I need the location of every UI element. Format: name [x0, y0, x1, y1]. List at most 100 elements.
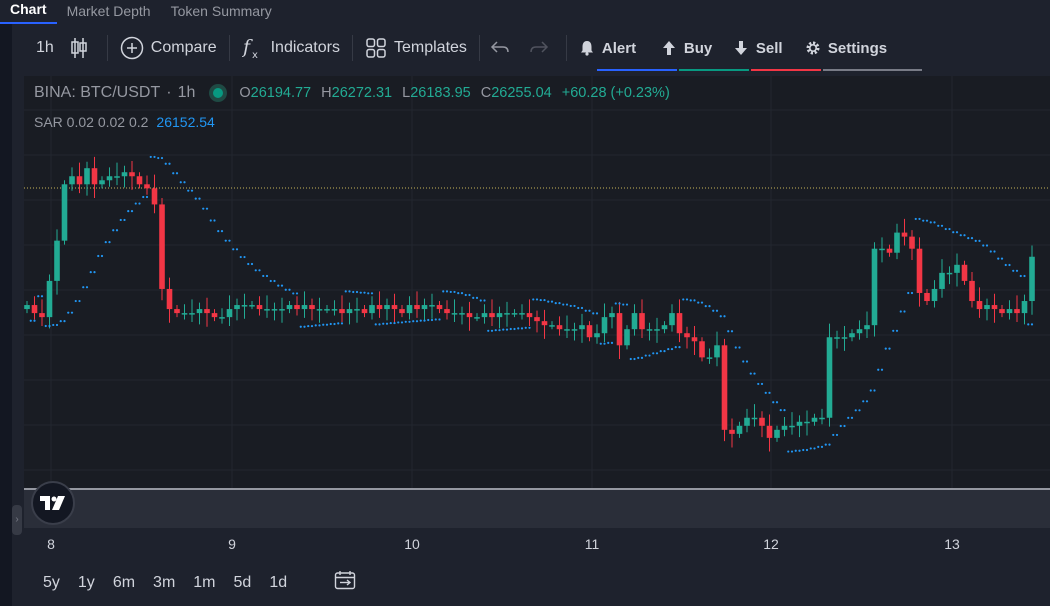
sar-dot	[59, 320, 62, 323]
range-1y[interactable]: 1y	[77, 573, 95, 591]
candle-body	[414, 305, 420, 310]
sar-dot	[460, 292, 464, 295]
sar-dot	[112, 229, 115, 232]
candle-body	[706, 357, 713, 359]
sar-dot	[415, 320, 419, 323]
buy-button[interactable]: Buy	[653, 30, 725, 66]
sar-dot	[877, 368, 880, 371]
candle-body	[241, 305, 248, 307]
candle-body	[369, 305, 375, 314]
toolbar-separator	[228, 35, 230, 61]
candle-body	[639, 313, 645, 330]
sar-dot	[1023, 274, 1026, 278]
range-1d[interactable]: 1d	[269, 573, 288, 591]
candle-body	[166, 288, 173, 310]
tradingview-logo[interactable]	[31, 481, 75, 525]
sar-dot	[1008, 263, 1011, 267]
high-value: 26272.31	[331, 85, 393, 101]
candle-body	[834, 337, 840, 339]
candle-body	[871, 248, 878, 326]
sar-dot	[622, 303, 625, 306]
sar-dot	[400, 321, 404, 324]
interval-button[interactable]: 1h	[12, 30, 62, 66]
candle-body	[564, 329, 570, 331]
sar-dot	[385, 322, 389, 325]
candle-body	[1029, 256, 1035, 302]
timeline-navigator[interactable]	[24, 488, 1050, 528]
candle-body	[429, 305, 435, 307]
sar-dot	[468, 293, 471, 297]
sar-dot	[430, 318, 434, 322]
sar-dot	[712, 309, 715, 312]
symbol-legend: BINA: BTC/USDT · 1h O26194.77 H26272.31 …	[34, 84, 670, 102]
time-tick: 11	[584, 536, 600, 552]
sar-dot	[633, 357, 636, 361]
redo-button[interactable]	[523, 30, 562, 66]
sar-dot	[648, 354, 651, 357]
sar-dot	[1019, 274, 1022, 278]
range-1m[interactable]: 1m	[193, 573, 216, 591]
low-value: 26183.95	[410, 85, 471, 101]
tab-chart[interactable]: Chart	[0, 0, 57, 24]
settings-button[interactable]: Settings	[797, 30, 903, 66]
undo-button[interactable]	[484, 30, 523, 66]
candle-body	[774, 429, 780, 438]
sar-dot	[685, 298, 689, 301]
candle-body	[436, 305, 443, 310]
range-3m[interactable]: 3m	[153, 573, 176, 591]
sar-dot	[70, 311, 74, 314]
sar-dot	[974, 239, 977, 242]
candle-body	[121, 172, 128, 177]
candle-body	[804, 421, 810, 424]
candle-body	[331, 309, 338, 311]
range-5d[interactable]: 5d	[233, 573, 252, 591]
chart-type-button[interactable]	[62, 30, 103, 66]
candle-body	[361, 309, 368, 314]
candle-body	[946, 272, 953, 275]
sar-dot	[1015, 269, 1019, 272]
buy-label: Buy	[683, 39, 713, 57]
candle-body	[136, 176, 143, 185]
price-chart[interactable]	[24, 76, 1050, 488]
sar-dot	[850, 416, 854, 419]
sar-indicator-legend[interactable]: SAR 0.02 0.02 0.2 26152.54	[34, 114, 215, 130]
scroll-handle[interactable]: ›	[12, 505, 22, 535]
sar-dot	[843, 424, 846, 428]
candle-body	[496, 313, 503, 318]
candle-body	[961, 264, 968, 281]
symbol-name[interactable]: BINA: BTC/USDT	[34, 84, 161, 101]
range-5y[interactable]: 5y	[43, 573, 60, 591]
sar-dot	[277, 284, 280, 287]
sar-dot	[134, 202, 137, 205]
date-range-button[interactable]	[334, 570, 356, 595]
range-selector: 5y 1y 6m 3m 1m 5d 1d	[34, 570, 356, 595]
candle-body	[1006, 309, 1013, 314]
sar-dot	[239, 255, 242, 259]
sar-dot	[937, 224, 940, 227]
change-value: +60.28 (+0.23%)	[561, 85, 670, 101]
tab-market-depth[interactable]: Market Depth	[66, 3, 151, 19]
sar-dot	[693, 299, 696, 302]
candle-body	[76, 176, 83, 185]
sar-dot	[479, 299, 482, 302]
bell-icon	[580, 41, 593, 56]
calendar-arrow-icon	[334, 571, 356, 590]
sar-dot	[269, 279, 272, 283]
templates-button[interactable]: Templates	[357, 30, 475, 66]
candle-body	[901, 232, 908, 237]
sar-dot	[153, 155, 156, 159]
sar-dot	[884, 347, 887, 350]
tab-token-summary[interactable]: Token Summary	[170, 3, 272, 19]
sar-dot	[933, 221, 936, 224]
sar-dot	[963, 234, 966, 237]
range-6m[interactable]: 6m	[112, 573, 136, 591]
sell-button[interactable]: Sell	[725, 30, 797, 66]
alert-button[interactable]: Alert	[571, 30, 653, 66]
sar-dot	[142, 195, 145, 199]
compare-button[interactable]: Compare	[112, 30, 225, 66]
sar-dot	[824, 443, 827, 446]
candlestick-chart[interactable]	[24, 76, 1050, 488]
sar-dot	[344, 290, 347, 293]
market-status-icon[interactable]	[213, 88, 224, 98]
